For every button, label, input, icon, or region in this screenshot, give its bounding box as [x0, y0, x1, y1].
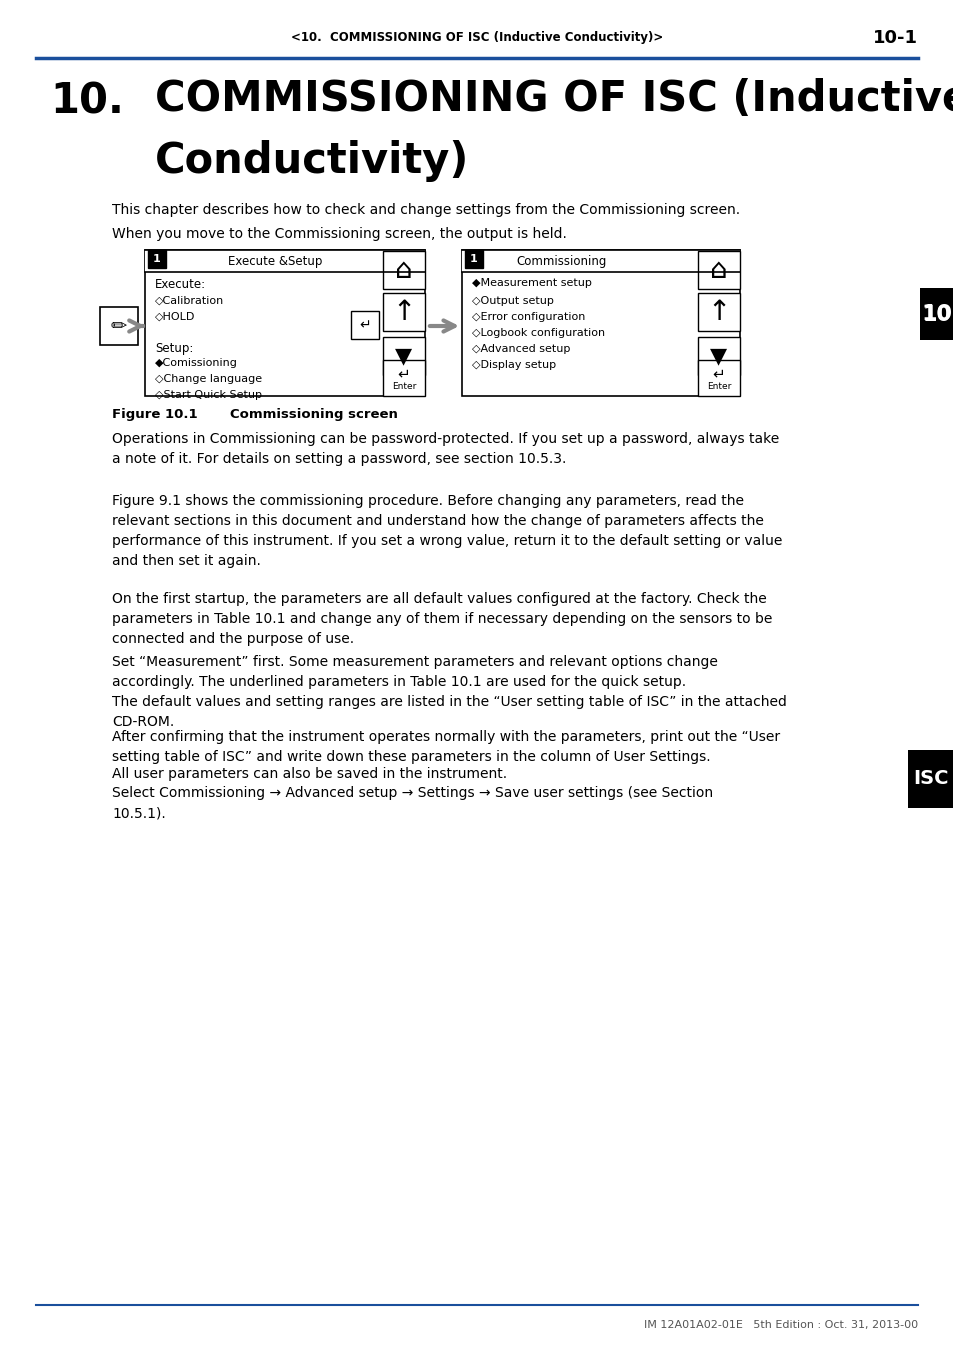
Bar — [382, 251, 424, 289]
Bar — [698, 293, 740, 331]
Text: IM 12A01A02-01E   5th Edition : Oct. 31, 2013-00: IM 12A01A02-01E 5th Edition : Oct. 31, 2… — [643, 1320, 917, 1330]
Bar — [382, 338, 424, 375]
Bar — [382, 360, 424, 396]
Text: 10-1: 10-1 — [872, 28, 917, 47]
Text: 1: 1 — [153, 254, 161, 265]
Bar — [907, 751, 953, 809]
Text: ◇Display setup: ◇Display setup — [472, 360, 556, 370]
Bar — [919, 290, 953, 340]
Text: 10: 10 — [922, 305, 950, 325]
Text: ↵: ↵ — [359, 319, 371, 332]
Bar — [351, 310, 378, 339]
Text: <10.  COMMISSIONING OF ISC (Inductive Conductivity)>: <10. COMMISSIONING OF ISC (Inductive Con… — [291, 31, 662, 45]
Text: ⌂: ⌂ — [395, 256, 413, 284]
Text: ↑: ↑ — [706, 298, 730, 325]
Text: ◇Error configuration: ◇Error configuration — [472, 312, 585, 323]
Bar — [698, 338, 740, 375]
Text: ▼: ▼ — [395, 346, 412, 366]
Text: Set “Measurement” first. Some measurement parameters and relevant options change: Set “Measurement” first. Some measuremen… — [112, 655, 717, 688]
Text: Execute &Setup: Execute &Setup — [228, 255, 322, 267]
Text: ↵: ↵ — [397, 366, 410, 382]
Text: ◇Advanced setup: ◇Advanced setup — [472, 344, 570, 354]
Text: Commissioning screen: Commissioning screen — [230, 408, 397, 421]
Text: ◇Start Quick Setup: ◇Start Quick Setup — [154, 390, 262, 400]
Text: 10.: 10. — [50, 80, 124, 122]
Text: Setup:: Setup: — [154, 342, 193, 355]
Text: ↑: ↑ — [392, 298, 416, 325]
Text: ◇Change language: ◇Change language — [154, 374, 262, 383]
Text: The default values and setting ranges are listed in the “User setting table of I: The default values and setting ranges ar… — [112, 695, 786, 729]
Text: When you move to the Commissioning screen, the output is held.: When you move to the Commissioning scree… — [112, 227, 566, 242]
Bar — [698, 360, 740, 396]
Bar — [461, 250, 740, 396]
Text: Figure 9.1 shows the commissioning procedure. Before changing any parameters, re: Figure 9.1 shows the commissioning proce… — [112, 494, 781, 568]
Text: ◇Logbook configuration: ◇Logbook configuration — [472, 328, 604, 338]
Text: ISC: ISC — [912, 769, 947, 788]
Text: ⌂: ⌂ — [709, 256, 727, 284]
Text: Select Commissioning → Advanced setup → Settings → Save user settings (see Secti: Select Commissioning → Advanced setup → … — [112, 786, 713, 819]
Bar — [100, 306, 138, 346]
Text: ✏: ✏ — [111, 316, 127, 336]
Bar — [464, 250, 482, 269]
Bar — [919, 288, 953, 340]
Text: 1: 1 — [470, 254, 477, 265]
Text: Figure 10.1: Figure 10.1 — [112, 408, 197, 421]
Bar — [698, 251, 740, 289]
Text: This chapter describes how to check and change settings from the Commissioning s: This chapter describes how to check and … — [112, 202, 740, 217]
Text: Enter: Enter — [392, 382, 416, 391]
Text: ↵: ↵ — [712, 366, 724, 382]
Text: ◆Comissioning: ◆Comissioning — [154, 358, 237, 369]
Text: Commissioning: Commissioning — [517, 255, 606, 267]
Text: 10: 10 — [921, 304, 951, 324]
Bar — [382, 293, 424, 331]
Bar — [461, 250, 740, 271]
Text: ◇HOLD: ◇HOLD — [154, 312, 195, 323]
Text: On the first startup, the parameters are all default values configured at the fa: On the first startup, the parameters are… — [112, 593, 772, 647]
Text: All user parameters can also be saved in the instrument.: All user parameters can also be saved in… — [112, 767, 507, 782]
Text: ◇Calibration: ◇Calibration — [154, 296, 224, 306]
Bar — [145, 250, 424, 271]
Text: ▼: ▼ — [710, 346, 727, 366]
Text: After confirming that the instrument operates normally with the parameters, prin: After confirming that the instrument ope… — [112, 730, 780, 764]
Text: Enter: Enter — [706, 382, 730, 391]
Text: COMMISSIONING OF ISC (Inductive: COMMISSIONING OF ISC (Inductive — [154, 78, 953, 120]
Text: ◇Output setup: ◇Output setup — [472, 296, 554, 306]
Bar — [145, 250, 424, 396]
Text: Conductivity): Conductivity) — [154, 140, 469, 182]
Text: Operations in Commissioning can be password-protected. If you set up a password,: Operations in Commissioning can be passw… — [112, 432, 779, 466]
Text: ◆Measurement setup: ◆Measurement setup — [472, 278, 591, 288]
Bar — [148, 250, 166, 269]
Text: Execute:: Execute: — [154, 278, 206, 292]
